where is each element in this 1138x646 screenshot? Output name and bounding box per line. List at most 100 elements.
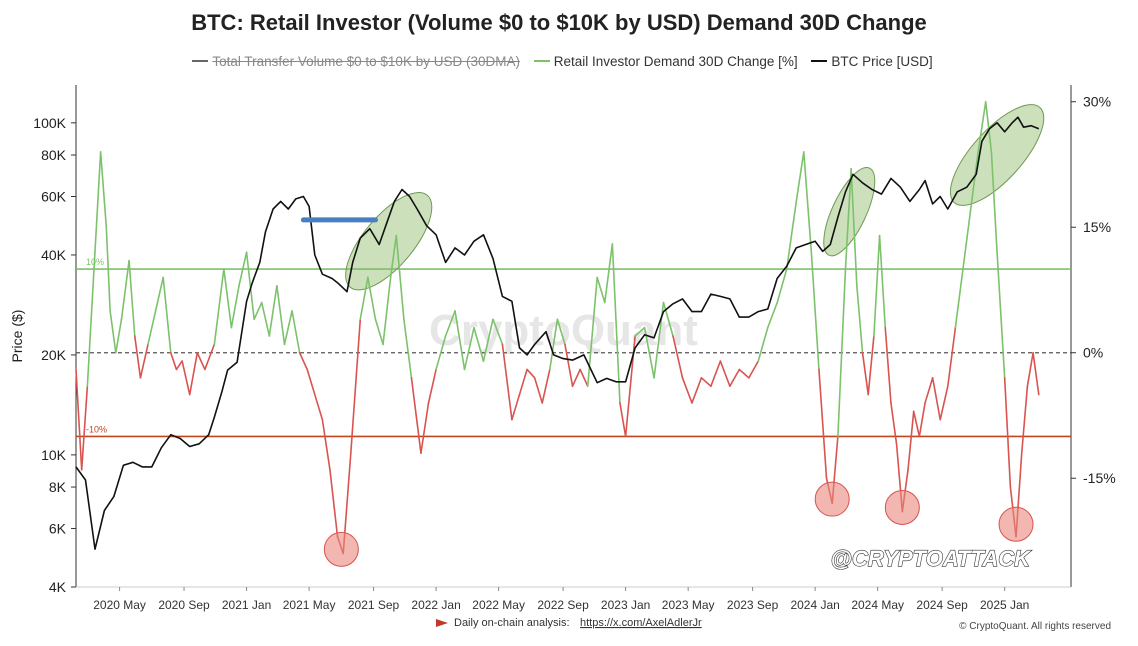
- demand-series-segment: [435, 335, 447, 371]
- demand-series-segment: [984, 100, 993, 153]
- footer-flag-icon: [436, 619, 448, 627]
- demand-series-segment: [1020, 385, 1029, 454]
- legend-swatch-retail-demand: [533, 60, 550, 62]
- demand-series-segment: [738, 368, 750, 379]
- demand-series-segment: [1026, 351, 1034, 388]
- reference-line-label: -10%: [86, 424, 107, 434]
- demand-series-segment: [313, 393, 324, 421]
- demand-series-segment: [410, 377, 422, 454]
- demand-series-segment: [850, 167, 858, 287]
- demand-series-segment: [619, 402, 627, 438]
- x-tick-label: 2021 Sep: [348, 598, 400, 612]
- demand-series-segment: [785, 201, 797, 270]
- legend-label-btc-price: BTC Price [USD]: [831, 53, 933, 69]
- demand-series-segment: [878, 234, 887, 329]
- demand-series-segment: [492, 318, 504, 346]
- legend-swatch-transfer-volume: [192, 60, 209, 62]
- demand-series-segment: [564, 343, 574, 388]
- y-left-axis-title: Price ($): [9, 310, 25, 363]
- y-left-tick-label: 4K: [49, 579, 67, 595]
- demand-series-segment: [867, 335, 875, 396]
- demand-series-segment: [105, 226, 111, 312]
- demand-series-segment: [291, 310, 301, 354]
- demand-series-segment: [596, 276, 606, 304]
- demand-series-segment: [86, 251, 96, 388]
- red-highlight-circle: [884, 490, 920, 526]
- demand-series-segment: [99, 151, 108, 229]
- x-tick-label: 2024 Sep: [916, 598, 968, 612]
- demand-series-segment: [382, 276, 392, 346]
- demand-series-segment: [549, 318, 559, 371]
- red-highlight-circle: [998, 506, 1034, 542]
- demand-series-segment: [120, 259, 130, 321]
- demand-series-segment: [463, 326, 475, 371]
- btc-price-line: [75, 116, 1040, 550]
- demand-series-segment: [169, 351, 178, 371]
- handle-watermark: @CRYPTOATTACK: [831, 546, 1033, 571]
- demand-series-segment: [1003, 377, 1012, 488]
- demand-series-segment: [374, 318, 384, 346]
- demand-series-segment: [350, 318, 362, 454]
- axes-layer: 100K 80K 60K 40K 20K 10K 8K 6K 4K 30% 15% 0% -15% 202…: [9, 85, 1116, 612]
- demand-series-segment: [890, 402, 898, 446]
- demand-series-segment: [367, 276, 377, 321]
- demand-series-segment: [884, 326, 892, 404]
- demand-series-segment: [162, 276, 172, 354]
- demand-series-segment: [918, 402, 926, 438]
- demand-series-segment: [844, 167, 852, 270]
- demand-series-segment: [586, 276, 598, 388]
- demand-series-segment: [403, 318, 413, 379]
- demand-series-segment: [230, 284, 240, 329]
- demand-series-segment: [719, 360, 731, 388]
- x-tick-label: 2022 Jan: [411, 598, 460, 612]
- annotation-marks-layer: @CRYPTOATTACK: [300, 217, 1034, 572]
- legend-item-transfer-volume[interactable]: Total Transfer Volume $0 to $10K by USD …: [192, 54, 520, 69]
- demand-series-segment: [962, 209, 972, 270]
- legend-item-retail-demand[interactable]: Retail Investor Demand 30D Change [%]: [533, 54, 798, 69]
- demand-series-segment: [427, 368, 437, 404]
- footer-layer: Daily on-chain analysis: https://x.com/A…: [436, 617, 1111, 632]
- demand-series-segment: [80, 385, 89, 471]
- y-left-tick-label: 60K: [41, 188, 67, 204]
- demand-series-segment: [473, 326, 485, 362]
- demand-series-segment: [133, 335, 142, 379]
- demand-series-segment: [672, 335, 684, 379]
- demand-series-segment: [420, 402, 430, 454]
- chart-title: BTC: Retail Investor (Volume $0 to $10K …: [191, 10, 927, 35]
- legend-item-btc-price[interactable]: BTC Price [USD]: [811, 53, 933, 69]
- reference-lines-layer: 10%-10%: [76, 257, 1071, 438]
- demand-series-segment: [776, 268, 788, 304]
- demand-series-segment: [511, 393, 521, 421]
- demand-series-segment: [147, 310, 157, 346]
- demand-series-segment: [924, 377, 934, 404]
- x-tick-label: 2022 Sep: [537, 598, 589, 612]
- demand-series-segment: [541, 368, 551, 404]
- demand-series-segment: [990, 151, 998, 254]
- x-tick-label: 2021 May: [283, 598, 336, 612]
- footer-note-link: https://x.com/AxelAdlerJr: [580, 617, 702, 629]
- demand-series-segment: [579, 368, 589, 388]
- y-right-tick-label: 15%: [1083, 219, 1111, 235]
- demand-series-segment: [526, 368, 536, 379]
- demand-series-segment: [634, 326, 646, 337]
- legend-swatch-btc-price: [811, 60, 828, 62]
- demand-series-segment: [748, 360, 760, 379]
- demand-series-segment: [283, 310, 293, 346]
- demand-series-segment: [94, 151, 102, 254]
- demand-series-segment: [154, 276, 164, 312]
- demand-series-segment: [268, 284, 278, 337]
- demand-series-segment: [969, 151, 979, 212]
- copyright-text: © CryptoQuant. All rights reserved: [959, 621, 1111, 632]
- demand-series-segment: [977, 100, 987, 153]
- y-left-tick-label: 8K: [49, 479, 67, 495]
- demand-series-segment: [907, 410, 915, 471]
- green-highlight-ellipse: [345, 192, 433, 291]
- demand-series-segment: [856, 284, 864, 354]
- x-tick-label: 2025 Jan: [980, 598, 1029, 612]
- chart-legend: Total Transfer Volume $0 to $10K by USD …: [0, 50, 1125, 69]
- demand-series-segment: [181, 360, 191, 396]
- demand-series-segment: [795, 151, 805, 203]
- green-ellipses-layer: [345, 104, 1045, 291]
- demand-series-segment: [260, 301, 271, 337]
